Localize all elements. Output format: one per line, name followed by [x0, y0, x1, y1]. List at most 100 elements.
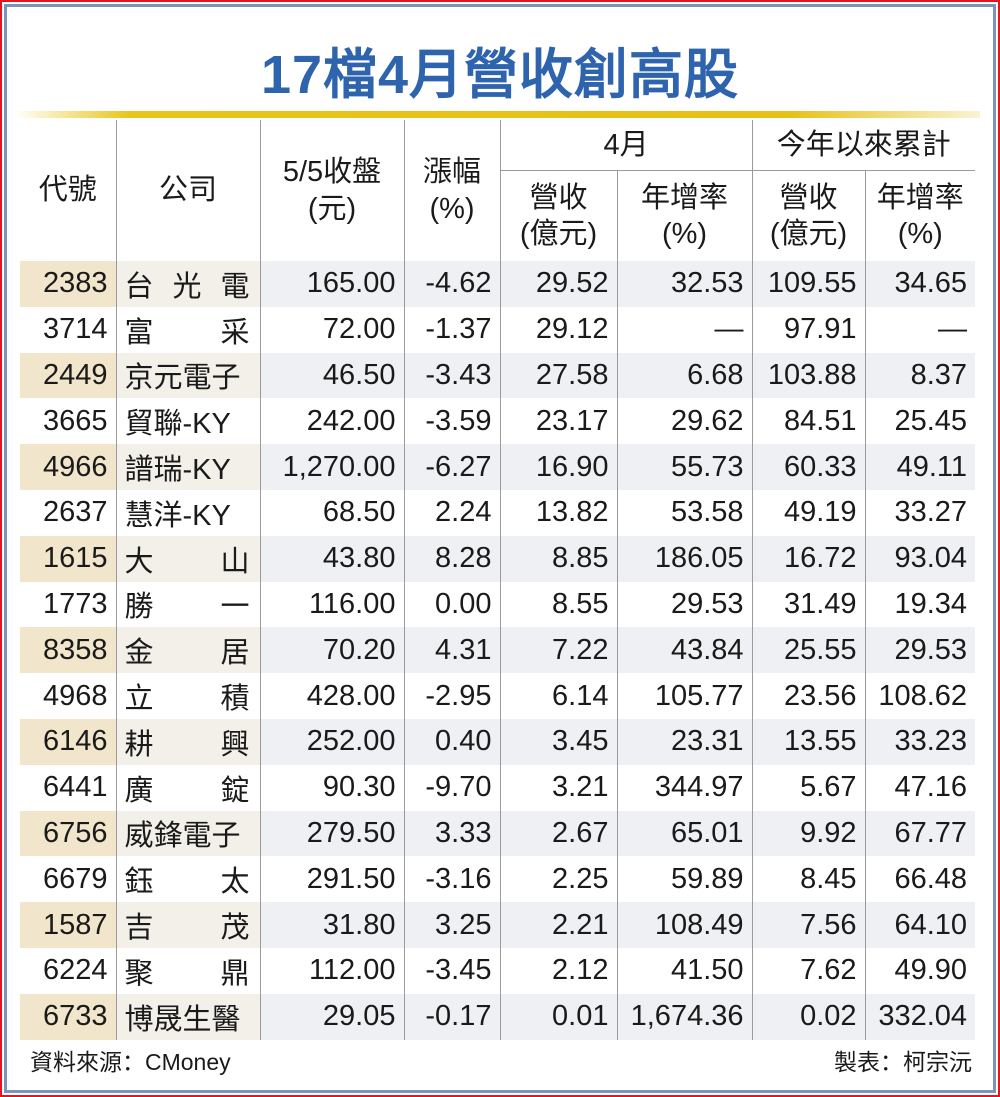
cell-code: 4968: [42, 679, 108, 712]
cell-close-price: 90.30: [259, 764, 404, 811]
cell-company: 金居: [115, 627, 260, 674]
chart-title: 17檔4月營收創高股: [260, 45, 740, 105]
cell-change-pct: 4.31: [403, 627, 500, 674]
cell-ytd-yoy: 47.16: [864, 764, 976, 811]
cell-close-price: 46.50: [259, 352, 404, 399]
header-ytd-group: 今年以來累計: [751, 120, 976, 171]
cell-ytd-revenue: 97.91: [751, 306, 866, 353]
cell-ytd-yoy: 25.45: [864, 398, 976, 445]
source-note: 資料來源：CMoney: [30, 1049, 231, 1075]
cell-close-price: 112.00: [259, 947, 404, 994]
cell-code: 2383: [20, 261, 116, 307]
cell-close-price: 1,270.00: [259, 444, 404, 490]
cell-code: 1587: [20, 902, 116, 948]
table-row: 1615 大山 43.80 8.28 8.85 186.05 16.72 93.04: [20, 535, 976, 582]
cell-change-pct: 0.00: [403, 581, 500, 628]
cell-ytd-revenue: 8.45: [751, 856, 866, 903]
header-code: 代號: [38, 174, 97, 207]
cell-april-revenue: 2.12: [499, 947, 617, 994]
cell-april-revenue: 27.58: [499, 352, 617, 399]
header-close: 5/5收盤 (元): [259, 120, 404, 261]
cell-company: 博晟生醫: [115, 993, 260, 1040]
cell-code: 8358: [20, 627, 116, 674]
cell-ytd-yoy: 108.62: [864, 673, 976, 719]
header-company: 公司: [115, 120, 260, 261]
table-row: 3714 富采 72.00 -1.37 29.12—97.91—: [20, 306, 976, 353]
cell-change-pct: -2.95: [403, 673, 500, 719]
table-row: 1587 吉茂 31.80 3.25 2.21 108.49 7.56 64.10: [20, 902, 976, 948]
cell-april-revenue: 16.90: [499, 444, 617, 490]
table-row: 6146 耕興 252.00 0.40 3.45 23.31 13.55 33.23: [20, 718, 976, 765]
cell-ytd-revenue: 49.19: [751, 489, 866, 536]
cell-change-pct: 8.28: [403, 535, 500, 582]
cell-close-price: 116.00: [259, 581, 404, 628]
cell-close-price: 279.50: [259, 810, 404, 857]
cell-change-pct: 0.40: [403, 718, 500, 765]
cell-ytd-yoy: 19.34: [864, 581, 976, 628]
cell-close-price: 43.80: [259, 535, 404, 582]
table-body: 2383 台光電 165.00 -4.62 29.52 32.53 109.55 34.65 3…: [20, 261, 976, 1040]
cell-code: 3665: [42, 404, 108, 437]
table-row: 6224 聚鼎 112.00 -3.45 2.12 41.50 7.62 49.90: [20, 947, 976, 994]
cell-ytd-revenue: 25.55: [751, 627, 866, 674]
cell-company: 台光電: [115, 261, 260, 307]
cell-close-price: 29.05: [259, 993, 404, 1040]
cell-ytd-yoy: 29.53: [864, 627, 976, 674]
cell-april-revenue: 2.67: [499, 810, 617, 857]
cell-company: 廣錠: [115, 764, 260, 811]
cell-company: 勝一: [115, 581, 260, 628]
cell-close-price: 291.50: [259, 856, 404, 903]
cell-april-yoy: 59.89: [616, 856, 753, 903]
header-ytd-yoy: 年增率 (%): [864, 170, 976, 261]
cell-april-yoy: 43.84: [616, 627, 753, 674]
cell-april-revenue: 2.25: [499, 856, 617, 903]
cell-close-price: 242.00: [259, 398, 404, 445]
cell-close-price: 72.00: [259, 306, 404, 353]
cell-april-yoy: 53.58: [616, 489, 753, 536]
cell-ytd-revenue: 5.67: [751, 764, 866, 811]
cell-company: 京元電子: [115, 352, 260, 399]
cell-april-yoy: 186.05: [616, 535, 753, 582]
cell-close-price: 70.20: [259, 627, 404, 674]
cell-code: 3714: [42, 313, 108, 346]
cell-april-yoy: 6.68: [616, 352, 753, 399]
cell-april-revenue: 29.12: [499, 306, 617, 353]
cell-ytd-yoy: 332.04: [864, 993, 976, 1040]
header-ytd-revenue: 營收 (億元): [751, 170, 866, 261]
cell-april-revenue: 2.21: [499, 902, 617, 948]
cell-change-pct: -6.27: [403, 444, 500, 490]
cell-ytd-revenue: 7.62: [751, 947, 866, 994]
cell-april-revenue: 8.85: [499, 535, 617, 582]
header-april-yoy: 年增率 (%): [616, 170, 753, 261]
cell-april-yoy: 23.31: [616, 718, 753, 765]
credit-note: 製表：柯宗沅: [834, 1049, 972, 1075]
cell-ytd-revenue: 23.56: [751, 673, 866, 719]
cell-change-pct: -0.17: [403, 993, 500, 1040]
cell-close-price: 252.00: [259, 718, 404, 765]
cell-april-yoy: 65.01: [616, 810, 753, 857]
cell-close-price: 31.80: [259, 902, 404, 948]
cell-ytd-revenue: 103.88: [751, 352, 866, 399]
cell-close-price: 165.00: [259, 261, 404, 307]
cell-company: 吉茂: [115, 902, 260, 948]
cell-code: 4966: [20, 444, 116, 490]
cell-ytd-yoy: 33.23: [864, 718, 976, 765]
cell-company: 貿聯-KY: [115, 398, 260, 445]
cell-ytd-revenue: 0.02: [751, 993, 866, 1040]
title-divider: [15, 111, 980, 118]
cell-april-revenue: 29.52: [499, 261, 617, 307]
cell-change-pct: -4.62: [403, 261, 500, 307]
cell-company: 立積: [115, 673, 260, 719]
cell-ytd-yoy: 93.04: [864, 535, 976, 582]
table-row: 2449 京元電子 46.50 -3.43 27.58 6.68 103.88 8.37: [20, 352, 976, 399]
cell-april-revenue: 6.14: [499, 673, 617, 719]
cell-code: 1773: [42, 587, 108, 620]
cell-april-revenue: 3.21: [499, 764, 617, 811]
cell-april-yoy: 344.97: [616, 764, 753, 811]
cell-ytd-revenue: 7.56: [751, 902, 866, 948]
table-row: 6733 博晟生醫 29.05 -0.17 0.01 1,674.36 0.02 332.04: [20, 993, 976, 1040]
cell-code: 6733: [20, 993, 116, 1040]
cell-ytd-revenue: 109.55: [751, 261, 866, 307]
cell-ytd-revenue: 9.92: [751, 810, 866, 857]
